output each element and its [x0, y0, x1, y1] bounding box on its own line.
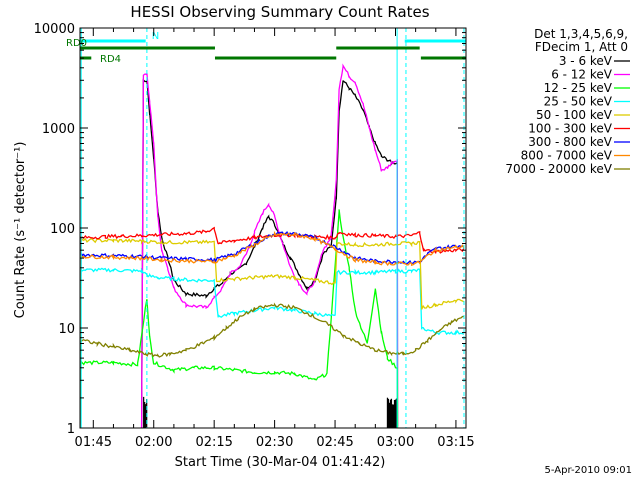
legend-label: 12 - 25 keV: [544, 81, 613, 95]
x-axis-label: Start Time (30-Mar-04 01:41:42): [175, 455, 386, 470]
y-tick-label: 1000: [42, 122, 75, 137]
y-axis-label: Count Rate (s⁻¹ detector⁻¹): [13, 142, 28, 319]
footer-date: 5-Apr-2010 09:01: [545, 465, 632, 476]
legend-header-2: FDecim 1, Att 0: [535, 40, 628, 54]
y-tick-label: 10: [58, 322, 75, 337]
legend-label: 6 - 12 keV: [551, 68, 613, 82]
legend-label: 25 - 50 keV: [544, 95, 613, 109]
series-line-9: [80, 302, 464, 428]
legend-label: 300 - 800 keV: [528, 135, 612, 149]
legend-label: 800 - 7000 keV: [521, 149, 613, 163]
legend: Det 1,3,4,5,6,9, FDecim 1, Att 0 3 - 6 k…: [505, 27, 630, 176]
series-line-1: [140, 78, 399, 428]
legend-header-1: Det 1,3,4,5,6,9,: [534, 27, 628, 41]
axes-frame: [79, 27, 467, 429]
series-line-8: [80, 230, 465, 428]
x-tick-label: 02:15: [195, 435, 232, 450]
series-line-3: [80, 209, 399, 428]
x-tick-label: 01:45: [75, 435, 112, 450]
legend-label: 100 - 300 keV: [528, 122, 612, 136]
y-tick-label: 100: [50, 222, 75, 237]
flag-label-RD4: RD4: [100, 54, 121, 65]
plot-area: N RD0 RD4 1 10 100 1000 10000 01:45 02:00 02:15 02:…: [34, 22, 475, 450]
y-tick-label: 1: [67, 422, 75, 437]
series-line-4: [80, 267, 465, 428]
x-tick-label: 03:15: [437, 435, 474, 450]
flag-label-N: N: [152, 31, 159, 42]
chart-title: HESSI Observing Summary Count Rates: [130, 3, 429, 21]
legend-label: 3 - 6 keV: [559, 54, 613, 68]
y-tick-label: 10000: [34, 22, 75, 37]
flag-label-RD0: RD0: [66, 38, 87, 49]
series-line-2: [140, 63, 399, 428]
x-tick-label: 02:45: [316, 435, 353, 450]
x-tick-label: 03:00: [377, 435, 414, 450]
legend-label: 7000 - 20000 keV: [505, 162, 612, 176]
x-tick-label: 02:30: [256, 435, 293, 450]
x-tick-label: 02:00: [135, 435, 172, 450]
legend-label: 50 - 100 keV: [536, 108, 613, 122]
